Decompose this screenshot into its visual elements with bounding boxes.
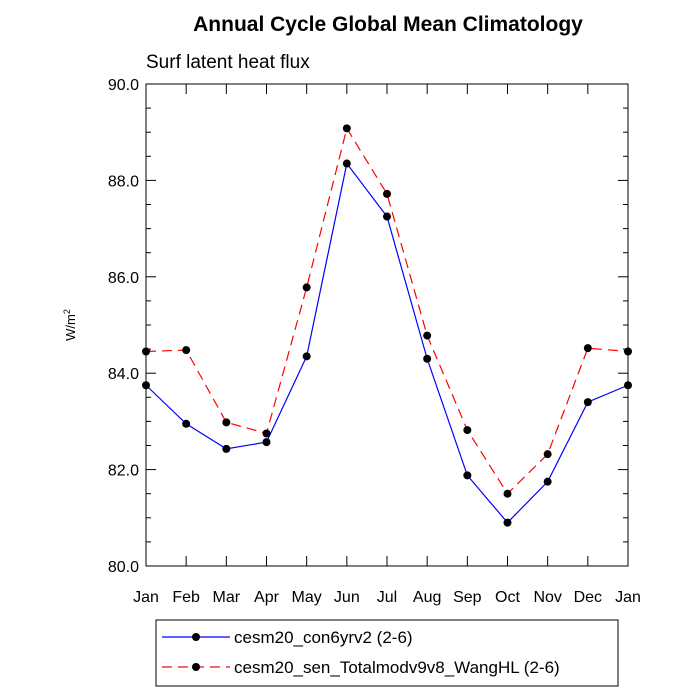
y-tick-label: 84.0 <box>108 366 139 383</box>
series-2-point <box>262 429 271 438</box>
legend-label-2: cesm20_sen_Totalmodv9v8_WangHL (2-6) <box>234 658 560 677</box>
legend-label-1: cesm20_con6yrv2 (2-6) <box>234 628 413 647</box>
chart-title: Annual Cycle Global Mean Climatology <box>193 13 583 36</box>
plot-frame <box>145 83 629 567</box>
x-tick-label: Dec <box>574 589 602 606</box>
legend-box <box>155 619 619 687</box>
x-tick-label: Aug <box>413 589 441 606</box>
series-1-point <box>624 381 632 390</box>
x-tick-label: May <box>292 589 322 606</box>
y-tick-label: 80.0 <box>108 559 139 576</box>
chart-subtitle: Surf latent heat flux <box>146 52 310 73</box>
series-1-point <box>423 354 432 363</box>
x-tick-label: Nov <box>533 589 561 606</box>
y-axis-label: W/m2 <box>62 309 78 341</box>
series-2-point <box>342 124 351 133</box>
series-1-point <box>543 477 552 486</box>
series-1-point <box>383 212 391 221</box>
series-2-point <box>583 344 592 353</box>
y-axis-label-exponent: 2 <box>62 309 72 314</box>
series-1-point <box>463 471 472 480</box>
legend-marker-1 <box>192 633 200 641</box>
series-2-point <box>503 489 512 498</box>
series-1-point <box>262 438 271 447</box>
series-2-point <box>383 189 391 198</box>
series-2-point <box>182 346 191 355</box>
series-line-2 <box>145 126 629 495</box>
x-tick-label: Jun <box>334 589 360 606</box>
legend: cesm20_con6yrv2 (2-6) cesm20_sen_Totalmod… <box>155 619 619 687</box>
legend-marker-2 <box>192 663 200 671</box>
x-tick-label: Jul <box>377 589 397 606</box>
x-tick-label: Mar <box>213 589 241 606</box>
y-tick-label: 86.0 <box>108 270 139 287</box>
series-2-point <box>302 283 311 292</box>
x-tick-label: Sep <box>453 589 482 606</box>
y-tick-label: 82.0 <box>108 463 139 480</box>
series-1-point <box>182 419 191 428</box>
series-2-point <box>463 426 472 435</box>
series-1-point <box>142 381 150 390</box>
series-1-point <box>302 352 311 361</box>
series-2-point <box>624 347 632 356</box>
y-tick-label: 90.0 <box>108 77 139 94</box>
x-tick-label: Feb <box>172 589 200 606</box>
series-2-point <box>543 450 552 459</box>
series-1-point <box>503 518 512 527</box>
series-1-point <box>583 398 592 407</box>
y-axis-label-unit: W/m <box>63 314 78 341</box>
x-tick-label: Jan <box>133 589 159 606</box>
x-tick-label: Oct <box>495 589 520 606</box>
series-2-point <box>142 347 150 356</box>
series-2-point <box>222 418 231 427</box>
series-2-point <box>423 331 432 340</box>
plot-area: 80.0 82.0 84.0 86.0 88.0 90.0 Jan Feb Mar Apr May J… <box>108 77 641 606</box>
x-tick-label: Jan <box>615 589 641 606</box>
y-tick-label: 88.0 <box>108 173 139 190</box>
series-1-point <box>342 159 351 168</box>
x-tick-label: Apr <box>254 589 280 606</box>
series-1-point <box>222 444 231 453</box>
